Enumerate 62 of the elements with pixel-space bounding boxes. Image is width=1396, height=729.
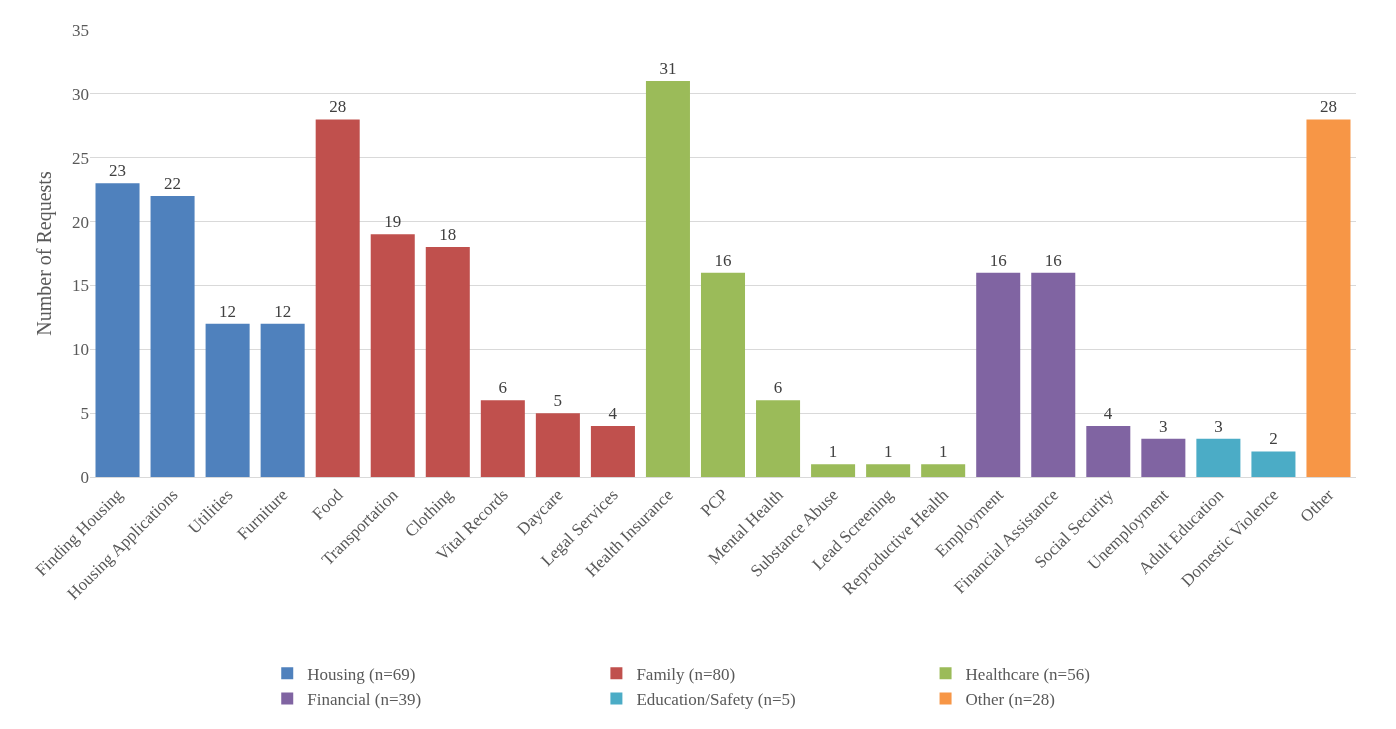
y-tick-label: 20 xyxy=(72,212,89,232)
bar xyxy=(535,413,580,477)
data-label: 2 xyxy=(1269,429,1278,449)
data-label: 16 xyxy=(989,250,1007,270)
y-tick-label: 30 xyxy=(72,84,89,104)
bar xyxy=(1251,451,1296,477)
data-label: 23 xyxy=(109,161,127,181)
bar xyxy=(1086,425,1131,477)
y-tick-label: 25 xyxy=(72,148,89,168)
bar xyxy=(1196,438,1241,477)
bar xyxy=(1031,272,1076,477)
y-tick-label: 10 xyxy=(72,340,89,360)
legend-label: Education/Safety (n=5) xyxy=(636,690,796,710)
data-label: 5 xyxy=(553,391,563,411)
data-label: 22 xyxy=(164,174,182,194)
legend-label: Financial (n=39) xyxy=(307,690,422,710)
data-label: 3 xyxy=(1159,416,1168,436)
data-label: 4 xyxy=(608,403,618,423)
bar xyxy=(315,119,360,477)
bar xyxy=(95,183,140,477)
data-label: 3 xyxy=(1214,416,1223,436)
data-label: 12 xyxy=(274,301,292,321)
bar xyxy=(921,464,966,477)
y-tick-label: 35 xyxy=(72,20,89,40)
x-tick-label: PCP xyxy=(697,485,732,521)
bar xyxy=(1306,119,1351,477)
data-label: 31 xyxy=(659,59,677,79)
bar xyxy=(976,272,1021,477)
y-tick-label: 5 xyxy=(80,404,89,424)
data-label: 4 xyxy=(1103,403,1113,423)
data-label: 16 xyxy=(1044,250,1062,270)
bar xyxy=(425,247,470,477)
data-label: 28 xyxy=(1319,97,1337,117)
legend-label: Family (n=80) xyxy=(636,664,736,684)
bar xyxy=(590,425,635,477)
bar xyxy=(811,464,856,477)
bar xyxy=(480,400,525,477)
bar xyxy=(866,464,911,477)
bar xyxy=(756,400,801,477)
legend-label: Housing (n=69) xyxy=(307,664,416,684)
data-label: 1 xyxy=(938,442,948,462)
bar xyxy=(205,323,250,477)
data-label: 12 xyxy=(219,301,237,321)
bar xyxy=(150,196,195,477)
legend-label: Other (n=28) xyxy=(965,690,1055,710)
data-label: 19 xyxy=(384,212,402,232)
data-label: 16 xyxy=(714,250,732,270)
data-label: 6 xyxy=(773,378,783,398)
bar xyxy=(260,323,305,477)
data-label: 1 xyxy=(883,442,893,462)
data-label: 28 xyxy=(329,97,347,117)
y-axis-title: Number of Requests xyxy=(32,171,56,336)
data-label: 6 xyxy=(498,378,508,398)
bar xyxy=(370,234,415,477)
data-label: 18 xyxy=(439,225,457,245)
y-tick-label: 15 xyxy=(72,276,89,296)
data-label: 1 xyxy=(828,442,838,462)
legend-label: Healthcare (n=56) xyxy=(965,664,1090,684)
y-tick-label: 0 xyxy=(80,467,89,487)
bar xyxy=(1141,438,1186,477)
bar xyxy=(645,81,690,477)
bar xyxy=(700,272,746,477)
